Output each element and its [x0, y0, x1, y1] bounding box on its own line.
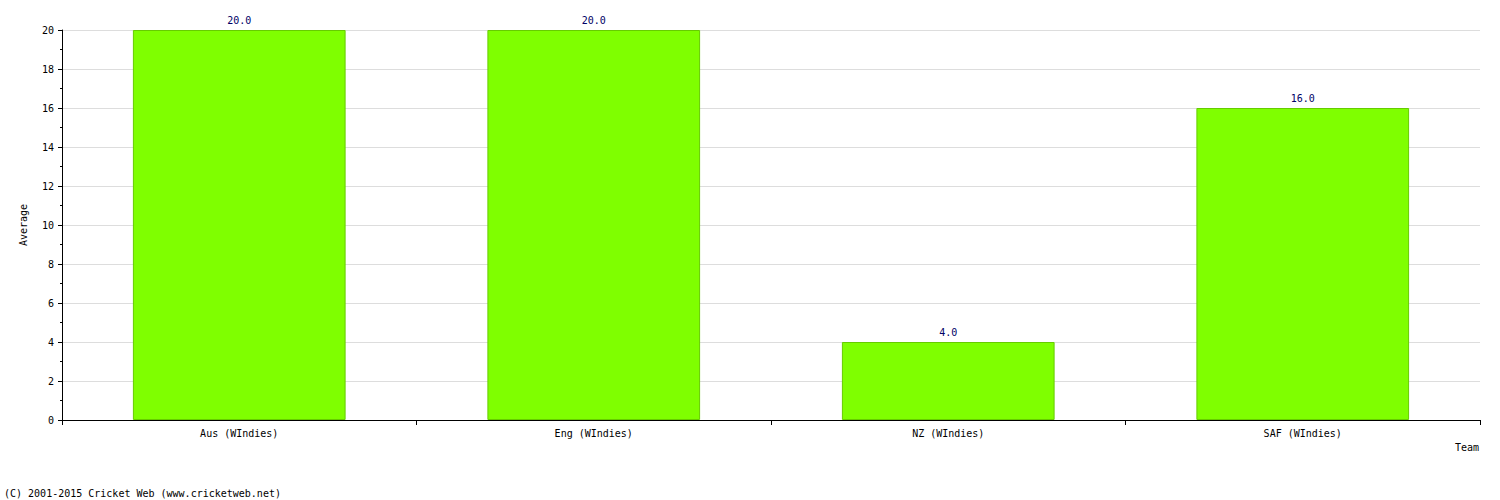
svg-text:20.0: 20.0 [582, 15, 606, 26]
svg-text:16: 16 [42, 103, 54, 114]
svg-text:Team: Team [1455, 442, 1479, 453]
svg-text:Aus (WIndies): Aus (WIndies) [200, 428, 278, 439]
svg-text:(C) 2001-2015 Cricket Web (www: (C) 2001-2015 Cricket Web (www.cricketwe… [4, 488, 281, 499]
svg-text:10: 10 [42, 220, 54, 231]
svg-text:14: 14 [42, 142, 54, 153]
svg-text:2: 2 [48, 376, 54, 387]
svg-text:SAF (WIndies): SAF (WIndies) [1264, 428, 1342, 439]
svg-text:20: 20 [42, 25, 54, 36]
svg-text:20.0: 20.0 [227, 15, 251, 26]
svg-text:8: 8 [48, 259, 54, 270]
svg-text:6: 6 [48, 298, 54, 309]
svg-text:Average: Average [18, 204, 29, 246]
svg-text:0: 0 [48, 415, 54, 426]
svg-text:16.0: 16.0 [1291, 93, 1315, 104]
svg-text:Eng (WIndies): Eng (WIndies) [555, 428, 633, 439]
svg-text:4: 4 [48, 337, 54, 348]
svg-text:12: 12 [42, 181, 54, 192]
svg-text:18: 18 [42, 64, 54, 75]
svg-text:NZ (WIndies): NZ (WIndies) [912, 428, 984, 439]
svg-text:4.0: 4.0 [939, 327, 957, 338]
